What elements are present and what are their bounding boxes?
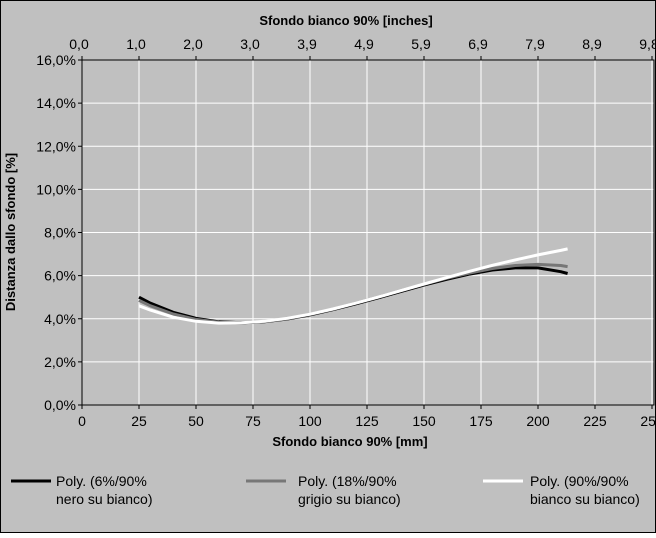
y-tick-label: 4,0% (44, 311, 76, 327)
top-tick-label: 2,0 (183, 36, 203, 52)
y-tick-label: 10,0% (36, 181, 76, 197)
y-tick-label: 12,0% (36, 138, 76, 154)
legend-label-series-1-line-1: Poly. (6%/90% (56, 473, 147, 489)
y-tick-label: 14,0% (36, 95, 76, 111)
x-tick-label: 125 (355, 413, 379, 429)
x-tick-label: 50 (188, 413, 204, 429)
x-tick-label: 175 (469, 413, 493, 429)
top-tick-label: 5,9 (411, 36, 431, 52)
x-tick-label: 25 (131, 413, 147, 429)
top-tick-label: 0,0 (69, 36, 89, 52)
legend-label-series-1-line-2: nero su bianco) (56, 491, 153, 507)
legend: Poly. (6%/90% nero su bianco) Poly. (18%… (11, 473, 640, 507)
y-axis-title: Distanza dallo sfondo [%] (3, 153, 18, 311)
x-tick-label: 225 (583, 413, 607, 429)
top-tick-label: 4,9 (354, 36, 374, 52)
legend-label-series-2-line-1: Poly. (18%/90% (298, 473, 397, 489)
x-tick-label: 200 (526, 413, 550, 429)
series-line-3 (138, 247, 568, 325)
legend-label-series-3-line-1: Poly. (90%/90% (530, 473, 629, 489)
x-tick-label: 100 (298, 413, 322, 429)
y-tick-label: 8,0% (44, 225, 76, 241)
legend-label-series-3-line-2: bianco su bianco) (530, 491, 640, 507)
top-tick-label: 1,0 (126, 36, 146, 52)
tick-layer: 0,0% 2,0% 4,0% 6,0% 8,0% 10,0% 12,0% 14,0% 16,0%… (36, 36, 656, 429)
top-tick-label: 3,9 (297, 36, 317, 52)
x-tick-label: 250 (640, 413, 656, 429)
series-layer (138, 247, 568, 325)
top-axis-title: Sfondo bianco 90% [inches] (259, 13, 432, 28)
y-tick-label: 2,0% (44, 354, 76, 370)
x-tick-label: 0 (78, 413, 86, 429)
y-tick-label: 6,0% (44, 268, 76, 284)
x-tick-label: 150 (412, 413, 436, 429)
top-tick-label: 8,9 (582, 36, 602, 52)
bottom-axis-title: Sfondo bianco 90% [mm] (272, 434, 427, 449)
y-tick-label: 16,0% (36, 52, 76, 68)
top-tick-label: 6,9 (468, 36, 488, 52)
top-tick-label: 9,8 (639, 36, 656, 52)
top-tick-label: 7,9 (525, 36, 545, 52)
x-tick-label: 75 (245, 413, 261, 429)
y-tick-label: 0,0% (44, 397, 76, 413)
top-tick-label: 3,0 (240, 36, 260, 52)
legend-label-series-2-line-2: grigio su bianco) (298, 491, 401, 507)
